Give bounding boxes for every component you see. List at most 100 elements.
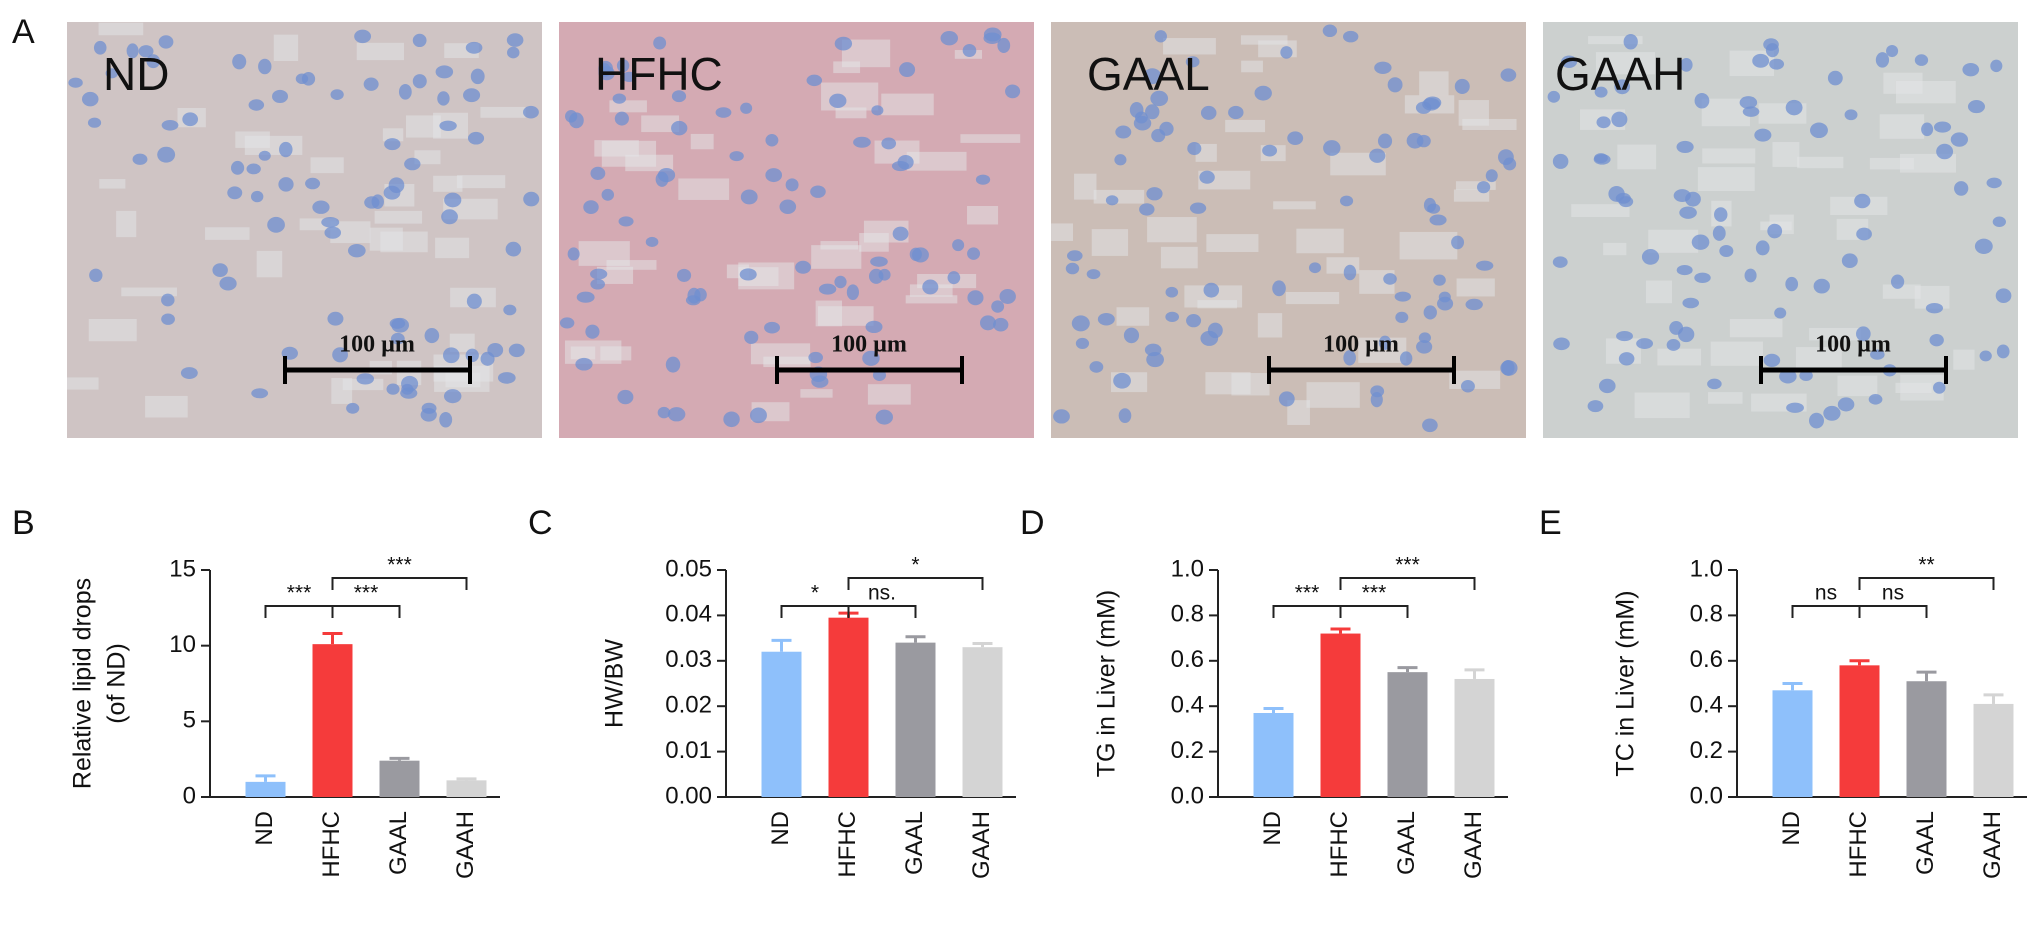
nucleus (1769, 58, 1785, 70)
y-axis-label: HW/BW (601, 639, 629, 728)
nucleus (1186, 314, 1202, 328)
nucleus (158, 35, 174, 49)
nucleus (1378, 335, 1392, 350)
micrograph: ND 100 µm (67, 22, 542, 438)
nucleus (1682, 297, 1700, 309)
nucleus (463, 88, 481, 103)
nucleus (870, 256, 888, 267)
significance-bracket (1858, 577, 1995, 590)
nucleus (363, 77, 379, 91)
x-tick-label: ND (251, 811, 278, 846)
nucleus (1739, 96, 1758, 109)
tissue-patch (1648, 229, 1699, 253)
panel-letter: C (528, 504, 553, 542)
nucleus (1394, 291, 1411, 302)
nucleus (912, 247, 929, 263)
nucleus (818, 283, 837, 295)
nucleus (940, 31, 958, 46)
nucleus (1810, 122, 1828, 139)
tissue-patch (1163, 38, 1216, 55)
nucleus (227, 186, 243, 200)
nucleus (810, 185, 826, 198)
nucleus (764, 321, 780, 334)
image-label: ND (103, 48, 169, 100)
panel-letter: B (12, 504, 35, 542)
significance-bracket (780, 605, 850, 618)
tissue-patch (1729, 319, 1783, 338)
nucleus (250, 190, 264, 203)
nucleus (1856, 326, 1871, 342)
nucleus (1561, 55, 1578, 68)
tissue-patch (1399, 231, 1458, 260)
y-tick-label: 0.02 (665, 692, 712, 719)
nucleus (667, 407, 686, 422)
nucleus (330, 89, 344, 100)
tissue-patch (1657, 348, 1702, 366)
nucleus (1395, 311, 1409, 324)
nucleus (723, 411, 740, 428)
tissue-patch (596, 266, 634, 284)
nucleus (1673, 189, 1691, 203)
nucleus (212, 263, 228, 278)
nucleus (420, 407, 437, 422)
nucleus (1497, 149, 1514, 166)
nucleus (559, 317, 575, 329)
nucleus (1150, 90, 1169, 107)
y-tick-label: 0.01 (665, 737, 712, 764)
tissue-patch (1257, 313, 1283, 338)
nucleus (1914, 54, 1929, 66)
bar (1387, 672, 1428, 797)
tissue-patch (99, 179, 126, 189)
nucleus (400, 387, 418, 399)
nucleus (1287, 131, 1304, 146)
nucleus (327, 311, 344, 326)
nucleus (105, 68, 119, 79)
nucleus (568, 112, 584, 129)
nucleus (1936, 143, 1954, 160)
scale-bar-label: 100 µm (339, 332, 415, 358)
significance-label: *** (1295, 582, 1320, 605)
nucleus (1808, 412, 1825, 429)
tissue-patch (625, 154, 674, 172)
tissue-patch (1051, 223, 1073, 241)
nucleus (465, 348, 479, 363)
nucleus (1844, 109, 1858, 121)
nucleus (779, 199, 797, 214)
nucleus (1714, 207, 1728, 222)
nucleus (765, 134, 779, 147)
nucleus (146, 54, 161, 69)
tissue-patch (1603, 242, 1627, 256)
nucleus (435, 65, 454, 79)
nucleus (1185, 56, 1200, 68)
tissue-patch (331, 377, 353, 404)
tissue-patch (867, 384, 911, 405)
nucleus (975, 174, 991, 185)
nucleus (157, 146, 176, 163)
tissue-patch (414, 150, 441, 165)
nucleus (1399, 351, 1413, 366)
bar (1454, 678, 1495, 797)
nucleus (1593, 154, 1611, 165)
nucleus (1370, 385, 1385, 398)
tissue-patch (1456, 278, 1495, 297)
nucleus (1067, 250, 1083, 262)
nucleus (1837, 397, 1855, 412)
significance-label: *** (1395, 554, 1420, 577)
nucleus (1719, 245, 1734, 258)
nucleus (1786, 402, 1804, 413)
nucleus (68, 77, 83, 88)
nucleus (1598, 378, 1616, 394)
tissue-patch (606, 260, 657, 270)
nucleus (439, 411, 453, 428)
tissue-patch (1869, 157, 1914, 170)
nucleus (1979, 350, 1992, 362)
nucleus (621, 71, 637, 82)
nucleus (1868, 394, 1883, 405)
nucleus (1996, 344, 2010, 359)
nucleus (1785, 276, 1799, 292)
nucleus (1875, 52, 1890, 68)
nucleus (348, 243, 366, 258)
nucleus (1154, 30, 1167, 43)
